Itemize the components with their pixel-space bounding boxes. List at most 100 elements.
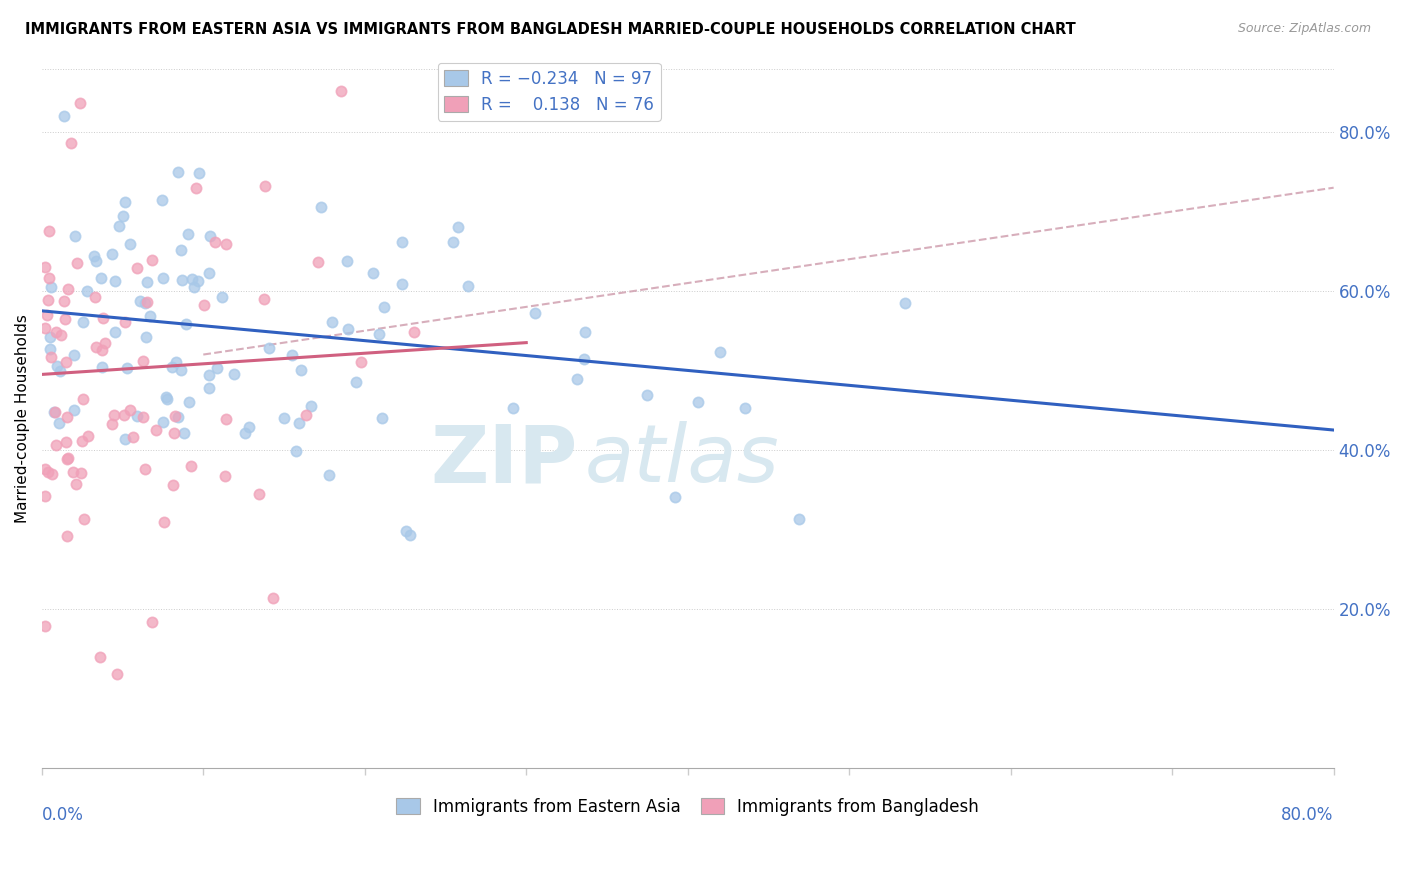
Point bbox=[336, 322, 359, 336]
Point bbox=[188, 166, 211, 180]
Point bbox=[70, 434, 93, 448]
Point bbox=[709, 345, 731, 359]
Point bbox=[290, 363, 312, 377]
Point bbox=[48, 364, 70, 378]
Point bbox=[502, 401, 524, 415]
Point bbox=[139, 309, 162, 323]
Point bbox=[176, 317, 198, 331]
Point bbox=[111, 209, 134, 223]
Point bbox=[70, 467, 93, 481]
Point bbox=[391, 235, 413, 249]
Point bbox=[141, 615, 163, 630]
Point bbox=[574, 325, 596, 339]
Point bbox=[52, 109, 75, 123]
Point bbox=[198, 266, 221, 280]
Point bbox=[399, 528, 422, 542]
Point bbox=[44, 405, 66, 419]
Point bbox=[91, 359, 114, 374]
Point bbox=[145, 423, 167, 437]
Point bbox=[37, 293, 59, 308]
Point bbox=[172, 273, 194, 287]
Point bbox=[664, 490, 686, 504]
Point bbox=[105, 666, 128, 681]
Point bbox=[204, 235, 226, 250]
Point bbox=[211, 290, 233, 304]
Point bbox=[198, 368, 221, 383]
Point bbox=[167, 165, 190, 179]
Point bbox=[373, 300, 395, 314]
Point bbox=[233, 425, 256, 440]
Point bbox=[34, 489, 56, 503]
Point bbox=[155, 390, 177, 404]
Point bbox=[101, 247, 124, 261]
Point bbox=[152, 270, 174, 285]
Point bbox=[55, 435, 77, 450]
Point bbox=[187, 274, 209, 288]
Point bbox=[69, 95, 91, 110]
Point bbox=[198, 229, 221, 244]
Point bbox=[198, 381, 221, 395]
Point bbox=[572, 351, 595, 366]
Point bbox=[37, 308, 59, 322]
Point bbox=[457, 278, 479, 293]
Point bbox=[38, 224, 60, 238]
Point bbox=[318, 468, 340, 483]
Point bbox=[893, 296, 915, 310]
Point bbox=[134, 462, 156, 476]
Point bbox=[636, 388, 658, 402]
Point bbox=[52, 294, 75, 309]
Point bbox=[34, 260, 56, 275]
Point bbox=[38, 342, 60, 356]
Point bbox=[37, 465, 59, 479]
Point bbox=[141, 253, 163, 268]
Point bbox=[395, 524, 418, 538]
Point bbox=[90, 271, 112, 285]
Point bbox=[56, 529, 79, 543]
Point bbox=[83, 249, 105, 263]
Point bbox=[107, 219, 129, 234]
Point bbox=[309, 201, 332, 215]
Point bbox=[84, 253, 107, 268]
Point bbox=[215, 236, 238, 251]
Point bbox=[307, 255, 329, 269]
Point bbox=[136, 295, 159, 310]
Point bbox=[205, 360, 228, 375]
Point bbox=[180, 458, 202, 473]
Point bbox=[38, 271, 60, 285]
Point bbox=[90, 343, 112, 358]
Point bbox=[281, 348, 304, 362]
Point bbox=[114, 432, 136, 446]
Point bbox=[66, 256, 89, 270]
Point bbox=[94, 336, 117, 351]
Point bbox=[193, 298, 215, 312]
Point bbox=[156, 392, 179, 406]
Point bbox=[186, 180, 208, 194]
Point bbox=[165, 355, 187, 369]
Point bbox=[41, 467, 63, 481]
Point bbox=[34, 461, 56, 475]
Point bbox=[132, 410, 155, 425]
Point bbox=[214, 412, 236, 426]
Point bbox=[122, 430, 145, 444]
Point bbox=[295, 408, 318, 422]
Point bbox=[45, 325, 67, 339]
Point bbox=[55, 452, 77, 467]
Point bbox=[73, 511, 96, 525]
Text: ZIP: ZIP bbox=[430, 421, 578, 499]
Point bbox=[77, 429, 100, 443]
Point bbox=[84, 290, 107, 304]
Point bbox=[112, 408, 135, 422]
Point bbox=[150, 194, 173, 208]
Point bbox=[152, 415, 174, 429]
Point bbox=[72, 315, 94, 329]
Point bbox=[789, 512, 811, 526]
Point bbox=[91, 310, 114, 325]
Legend: Immigrants from Eastern Asia, Immigrants from Bangladesh: Immigrants from Eastern Asia, Immigrants… bbox=[389, 791, 986, 822]
Point bbox=[44, 405, 66, 419]
Text: 0.0%: 0.0% bbox=[42, 806, 84, 824]
Text: 80.0%: 80.0% bbox=[1281, 806, 1334, 824]
Point bbox=[62, 403, 84, 417]
Point bbox=[135, 330, 157, 344]
Point bbox=[170, 244, 193, 258]
Point bbox=[336, 253, 359, 268]
